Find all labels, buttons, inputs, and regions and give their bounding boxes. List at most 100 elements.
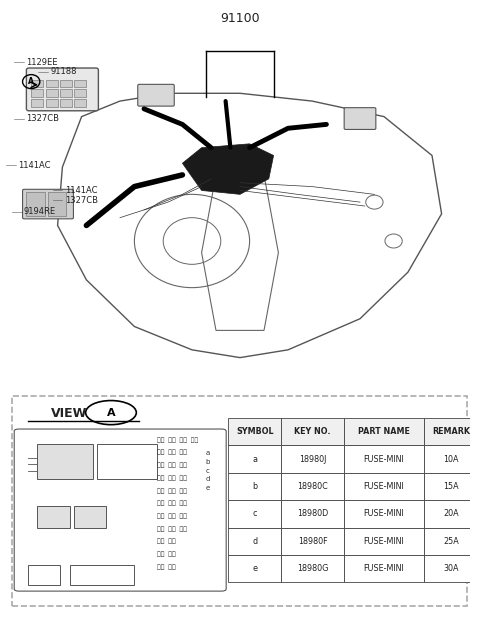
Bar bbox=[70, 565, 134, 584]
Bar bbox=[46, 80, 58, 88]
Text: 20A: 20A bbox=[443, 510, 458, 518]
Bar bbox=[228, 500, 281, 528]
Text: 1327CB: 1327CB bbox=[26, 114, 60, 123]
Bar bbox=[60, 99, 72, 107]
Bar bbox=[344, 445, 424, 473]
Bar bbox=[424, 500, 477, 528]
Bar bbox=[60, 89, 72, 97]
Polygon shape bbox=[182, 144, 274, 194]
FancyBboxPatch shape bbox=[138, 85, 174, 106]
Text: ꟷꟷ ꟷꟷ: ꟷꟷ ꟷꟷ bbox=[157, 552, 176, 557]
Text: ꟷꟷ ꟷꟷ ꟷꟷ: ꟷꟷ ꟷꟷ ꟷꟷ bbox=[157, 463, 187, 468]
Text: FUSE-MINI: FUSE-MINI bbox=[364, 537, 404, 546]
Text: ꟷꟷ ꟷꟷ: ꟷꟷ ꟷꟷ bbox=[157, 564, 176, 570]
Text: 18980F: 18980F bbox=[298, 537, 327, 546]
Text: 18980J: 18980J bbox=[299, 455, 326, 463]
Text: VIEW: VIEW bbox=[51, 407, 88, 420]
Bar bbox=[344, 500, 424, 528]
Text: 1141AC: 1141AC bbox=[18, 160, 51, 170]
Bar bbox=[60, 80, 72, 88]
Text: a: a bbox=[252, 455, 257, 463]
Bar bbox=[281, 473, 344, 500]
Bar bbox=[46, 89, 58, 97]
Text: ꟷꟷ ꟷꟷ ꟷꟷ: ꟷꟷ ꟷꟷ ꟷꟷ bbox=[157, 526, 187, 532]
Text: A: A bbox=[28, 77, 34, 86]
Text: 25A: 25A bbox=[443, 537, 459, 546]
Text: d: d bbox=[205, 476, 210, 482]
Bar bbox=[228, 528, 281, 555]
Bar bbox=[31, 89, 43, 97]
Bar bbox=[48, 193, 66, 216]
Text: d: d bbox=[252, 537, 258, 546]
Bar bbox=[281, 528, 344, 555]
Text: 18980D: 18980D bbox=[297, 510, 328, 518]
Text: 91100: 91100 bbox=[220, 12, 260, 25]
Text: FUSE-MINI: FUSE-MINI bbox=[364, 482, 404, 491]
Text: FUSE-MINI: FUSE-MINI bbox=[364, 510, 404, 518]
Bar bbox=[74, 80, 86, 88]
Bar bbox=[344, 418, 424, 445]
Text: e: e bbox=[252, 564, 257, 573]
Bar bbox=[74, 506, 107, 528]
Text: ꟷꟷ ꟷꟷ ꟷꟷ: ꟷꟷ ꟷꟷ ꟷꟷ bbox=[157, 450, 187, 455]
Bar bbox=[228, 445, 281, 473]
Text: ꟷꟷ ꟷꟷ ꟷꟷ: ꟷꟷ ꟷꟷ ꟷꟷ bbox=[157, 513, 187, 519]
Text: 18980G: 18980G bbox=[297, 564, 328, 573]
Bar bbox=[26, 193, 45, 216]
Text: b: b bbox=[252, 482, 258, 491]
Bar bbox=[424, 473, 477, 500]
Bar bbox=[344, 473, 424, 500]
Text: A: A bbox=[107, 408, 115, 418]
Bar bbox=[228, 473, 281, 500]
Text: c: c bbox=[206, 468, 210, 474]
FancyBboxPatch shape bbox=[26, 68, 98, 111]
Text: 30A: 30A bbox=[443, 564, 458, 573]
Bar bbox=[344, 555, 424, 582]
Text: ꟷꟷ ꟷꟷ ꟷꟷ: ꟷꟷ ꟷꟷ ꟷꟷ bbox=[157, 475, 187, 481]
Bar bbox=[228, 555, 281, 582]
Text: b: b bbox=[205, 459, 210, 465]
Bar bbox=[31, 99, 43, 107]
Bar bbox=[37, 506, 70, 528]
Bar bbox=[281, 555, 344, 582]
Text: ꟷꟷ ꟷꟷ ꟷꟷ: ꟷꟷ ꟷꟷ ꟷꟷ bbox=[157, 488, 187, 494]
Bar bbox=[37, 444, 93, 479]
FancyBboxPatch shape bbox=[23, 189, 73, 219]
Text: 1141AC: 1141AC bbox=[65, 186, 97, 195]
Text: FUSE-MINI: FUSE-MINI bbox=[364, 564, 404, 573]
Bar bbox=[281, 445, 344, 473]
Bar bbox=[281, 500, 344, 528]
Text: PART NAME: PART NAME bbox=[358, 427, 410, 436]
Text: KEY NO.: KEY NO. bbox=[294, 427, 331, 436]
Bar bbox=[228, 418, 281, 445]
Bar bbox=[424, 528, 477, 555]
Text: ꟷꟷ ꟷꟷ ꟷꟷ: ꟷꟷ ꟷꟷ ꟷꟷ bbox=[157, 501, 187, 507]
Text: REMARK: REMARK bbox=[432, 427, 470, 436]
FancyBboxPatch shape bbox=[344, 108, 376, 130]
Text: FUSE-MINI: FUSE-MINI bbox=[364, 455, 404, 463]
Text: 18980C: 18980C bbox=[297, 482, 328, 491]
Text: 10A: 10A bbox=[443, 455, 458, 463]
Bar bbox=[97, 444, 157, 479]
Bar bbox=[424, 555, 477, 582]
Bar bbox=[74, 89, 86, 97]
Bar bbox=[31, 80, 43, 88]
Bar bbox=[28, 565, 60, 584]
Text: ꟷꟷ ꟷꟷ: ꟷꟷ ꟷꟷ bbox=[157, 539, 176, 544]
Text: c: c bbox=[253, 510, 257, 518]
Text: 1327CB: 1327CB bbox=[65, 196, 98, 205]
Text: 91188: 91188 bbox=[50, 67, 77, 77]
Text: 9194RE: 9194RE bbox=[24, 207, 56, 217]
Bar bbox=[281, 418, 344, 445]
Bar bbox=[74, 99, 86, 107]
Bar bbox=[424, 445, 477, 473]
Bar bbox=[344, 528, 424, 555]
Text: SYMBOL: SYMBOL bbox=[236, 427, 274, 436]
Text: ꟷꟷ ꟷꟷ ꟷꟷ ꟷꟷ: ꟷꟷ ꟷꟷ ꟷꟷ ꟷꟷ bbox=[157, 437, 198, 443]
Text: 15A: 15A bbox=[443, 482, 458, 491]
Bar bbox=[46, 99, 58, 107]
Text: e: e bbox=[205, 485, 210, 491]
Bar bbox=[424, 418, 477, 445]
Text: 1129EE: 1129EE bbox=[26, 58, 58, 67]
Text: a: a bbox=[205, 450, 210, 456]
